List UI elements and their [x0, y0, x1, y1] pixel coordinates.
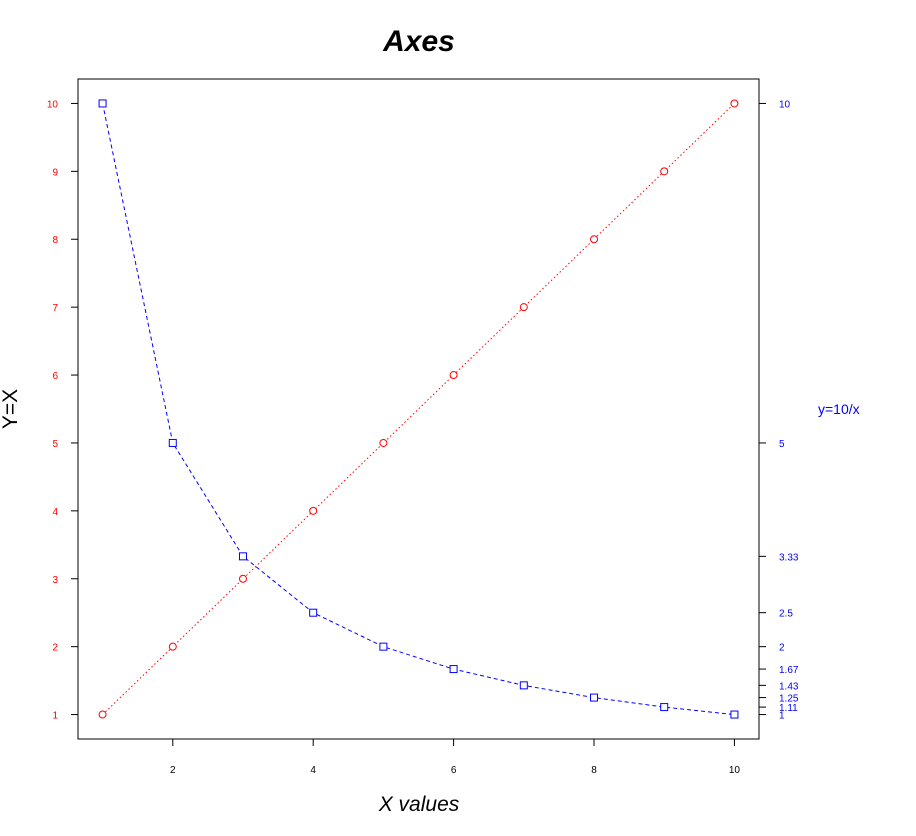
series-2-point — [379, 642, 388, 651]
y-tick-label: 7 — [52, 303, 58, 314]
series-1-point — [730, 99, 739, 108]
x-tick-label: 8 — [591, 765, 597, 776]
chart-title: Axes — [382, 25, 455, 58]
series-2-point — [519, 681, 528, 690]
y2-tick-label: 1.43 — [779, 681, 799, 692]
y2-tick-label: 1.11 — [779, 703, 798, 714]
series-2-point — [98, 99, 107, 108]
x-tick-label: 4 — [310, 765, 316, 776]
y2-tick-label: 1.25 — [779, 694, 799, 705]
y-tick-label: 10 — [47, 99, 59, 110]
series-2-point — [590, 693, 599, 702]
series-1-point — [379, 438, 388, 447]
x-tick-label: 2 — [170, 765, 176, 776]
y-tick-label: 8 — [52, 235, 58, 246]
y2-tick-label: 2.5 — [779, 609, 793, 620]
y-axis-right: 10 5 3.33 2.5 2 1.67 1.43 1.251.111 — [759, 99, 799, 722]
series-1-point — [238, 574, 247, 583]
y-tick-label: 2 — [52, 643, 58, 654]
series-2-point — [660, 703, 669, 712]
x-axis-label: X values — [378, 793, 460, 816]
y-tick-label: 3 — [52, 575, 58, 586]
series-1-point — [168, 642, 177, 651]
series-2-point — [168, 438, 177, 447]
series-line-2 — [102, 103, 735, 716]
series-2-point — [449, 665, 458, 674]
y2-tick-label: 1 — [779, 711, 785, 722]
y-tick-label: 5 — [52, 439, 58, 450]
series-layer — [98, 99, 739, 719]
x-tick-label: 6 — [451, 765, 457, 776]
plot-frame — [77, 78, 760, 740]
y-tick-label: 1 — [52, 711, 58, 722]
series-1-point — [660, 167, 669, 176]
series-2-point — [309, 608, 318, 617]
series-2-point — [730, 710, 739, 719]
y2-tick-label: 10 — [779, 99, 791, 110]
y2-axis-label: y=10/x — [818, 401, 860, 417]
series-1-point — [309, 506, 318, 515]
x-tick-label: 10 — [729, 765, 741, 776]
series-1-point — [98, 710, 107, 719]
y2-tick-label: 2 — [779, 643, 785, 654]
y-tick-label: 6 — [52, 371, 58, 382]
y-axis-label: Y=X — [0, 389, 22, 429]
y-axis-left: 1 2 3 4 5 6 7 8 9 10 — [47, 99, 78, 722]
y2-tick-label: 3.33 — [779, 552, 799, 563]
y2-tick-label: 5 — [779, 439, 785, 450]
y-tick-label: 4 — [52, 507, 58, 518]
x-axis: 2 4 6 8 10 — [170, 739, 740, 776]
y2-tick-label: 1.67 — [779, 665, 799, 676]
series-1-point — [449, 371, 458, 380]
series-1-point — [519, 303, 528, 312]
series-line-1 — [102, 103, 735, 715]
series-2-point — [238, 552, 247, 561]
series-1-point — [590, 235, 599, 244]
y-tick-label: 9 — [52, 167, 58, 178]
